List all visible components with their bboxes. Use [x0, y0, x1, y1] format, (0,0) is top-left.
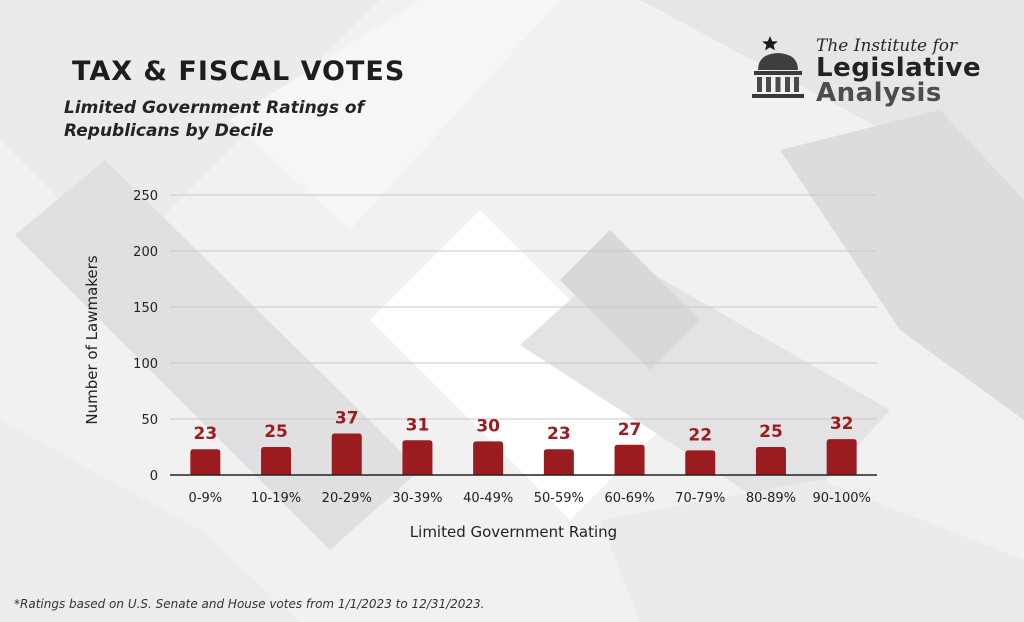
data-label: 25: [759, 422, 783, 442]
footnote: *Ratings based on U.S. Senate and House …: [14, 597, 485, 611]
data-label: 27: [618, 420, 642, 440]
data-label: 32: [830, 414, 854, 434]
data-label: 23: [194, 424, 218, 444]
x-tick-label: 40-49%: [463, 491, 513, 506]
x-tick-label: 70-79%: [675, 491, 725, 506]
bar: [826, 439, 857, 475]
subtitle-line-2: Republicans by Decile: [64, 121, 274, 141]
bar: [190, 449, 221, 475]
x-tick-label: 50-59%: [534, 491, 584, 506]
x-tick-label: 90-100%: [812, 491, 870, 506]
chart-subtitle: Limited Government Ratings of Republican…: [64, 97, 484, 143]
data-label: 25: [264, 422, 288, 442]
x-tick-label: 10-19%: [251, 491, 301, 506]
chart-title: TAX & FISCAL VOTES: [72, 56, 406, 87]
bar: [261, 447, 292, 475]
x-axis-title: Limited Government Rating: [410, 523, 617, 541]
data-label: 22: [688, 425, 712, 445]
capitol-building-icon: [752, 36, 804, 98]
grid-lines: [170, 194, 877, 420]
x-axis-ticks: 0-9% 10-19% 20-29% 30-39% 40-49% 50-59% 60-69%…: [189, 491, 871, 506]
bar: [473, 441, 504, 475]
data-label: 30: [476, 416, 500, 436]
logo-line-2: Legislative: [816, 53, 982, 83]
logo-line-1: The Institute for: [816, 36, 958, 56]
x-tick-label: 30-39%: [392, 491, 442, 506]
y-axis-title: Number of Lawmakers: [83, 255, 101, 424]
y-axis-ticks: 0 50 100 150 200 250: [133, 189, 158, 484]
logo-line-3: Analysis: [816, 78, 942, 108]
x-tick-label: 0-9%: [189, 491, 223, 506]
y-tick-label: 100: [133, 357, 158, 372]
x-tick-label: 60-69%: [604, 491, 654, 506]
y-tick-label: 200: [133, 245, 158, 260]
subtitle-line-1: Limited Government Ratings of: [64, 98, 364, 118]
y-tick-label: 250: [133, 189, 158, 204]
y-tick-label: 50: [141, 413, 158, 428]
bar: [685, 450, 716, 475]
bars: [190, 433, 857, 475]
bar: [614, 444, 645, 475]
data-label: 31: [406, 415, 430, 435]
y-tick-label: 150: [133, 301, 158, 316]
data-label: 37: [335, 409, 359, 429]
x-tick-label: 20-29%: [322, 491, 372, 506]
bar: [331, 433, 362, 475]
bar: [402, 440, 433, 475]
x-tick-label: 80-89%: [746, 491, 796, 506]
data-labels: 23 25 37 31 30 23 27 22 25 32: [194, 409, 854, 446]
bar: [755, 447, 786, 475]
y-tick-label: 0: [150, 469, 158, 484]
data-label: 23: [547, 424, 571, 444]
bar: [543, 449, 574, 475]
institute-logo: The Institute for Legislative Analysis: [746, 34, 1006, 108]
